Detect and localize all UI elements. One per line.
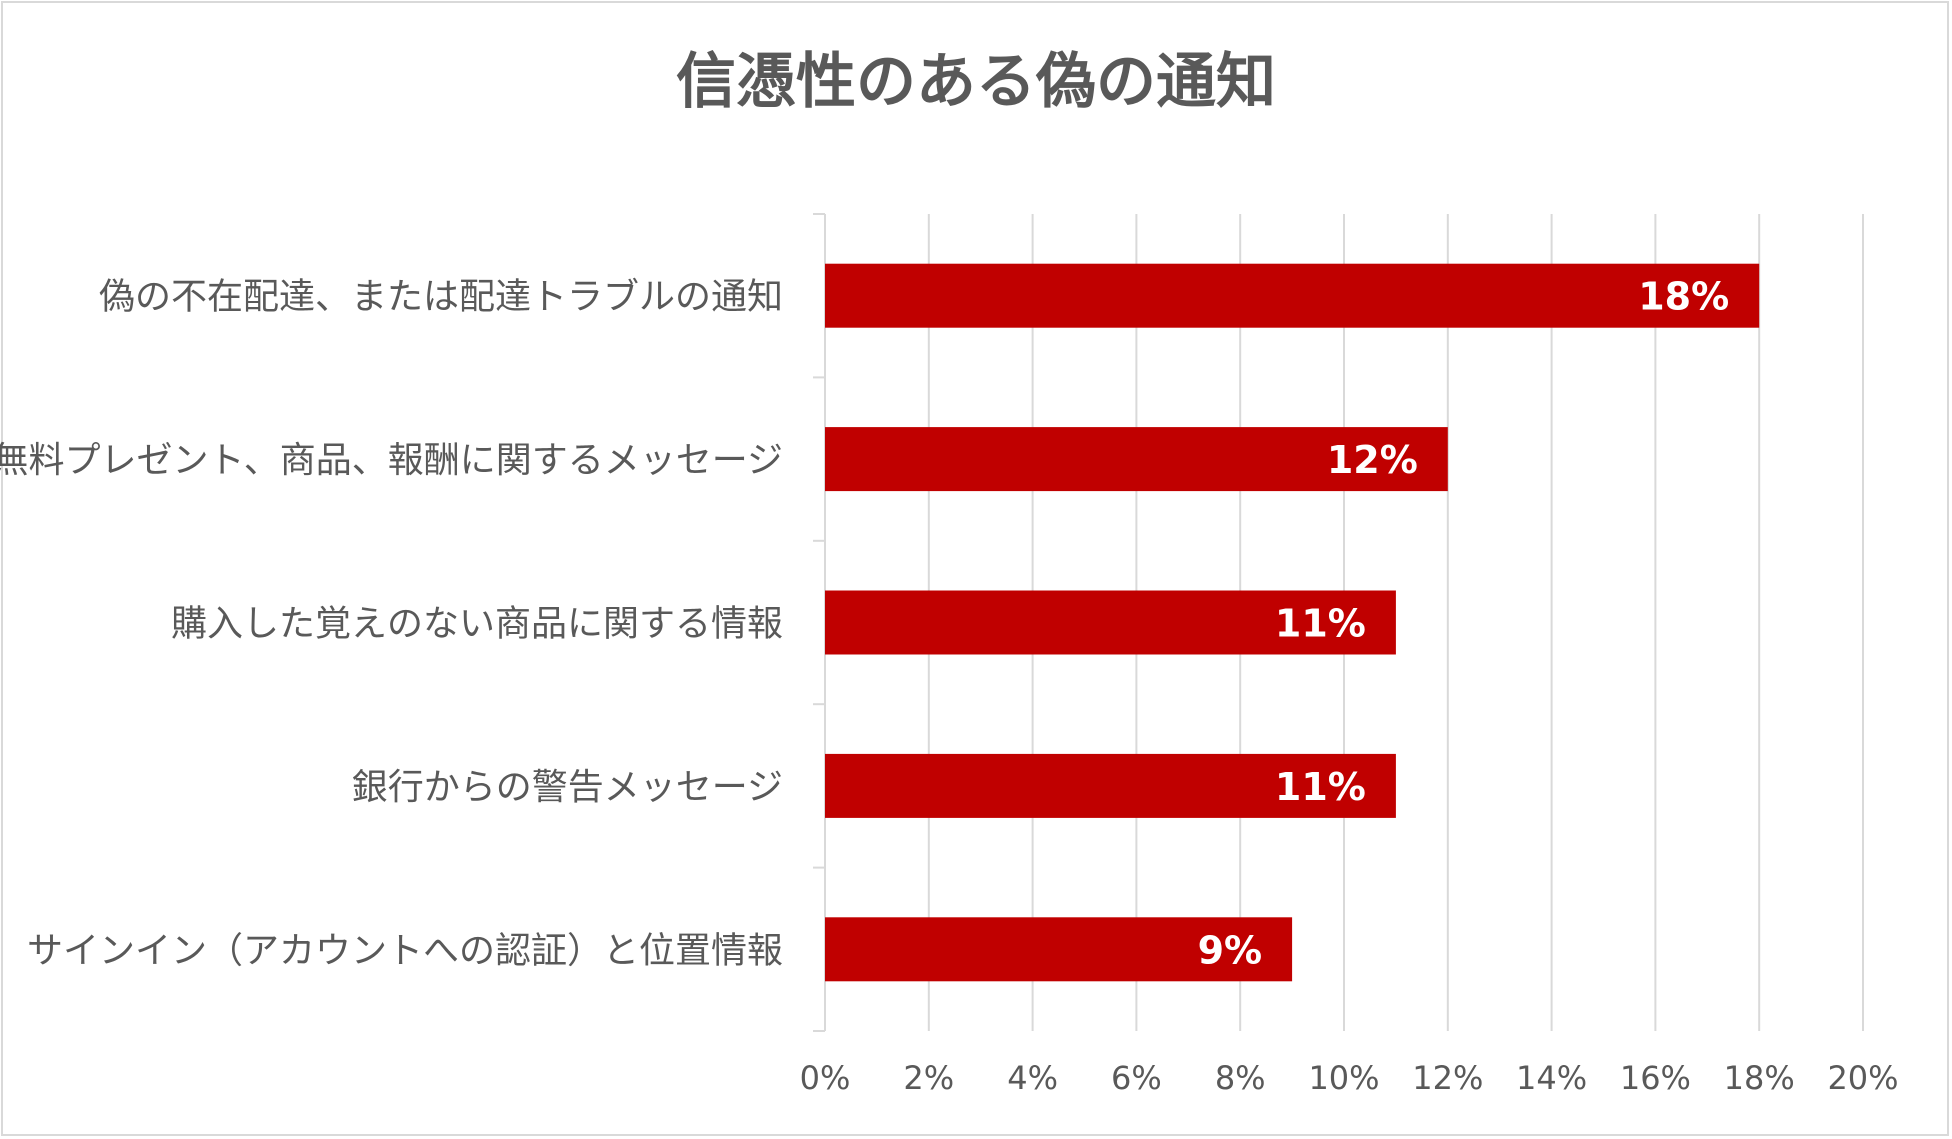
x-tick-label-6: 12% <box>1412 1059 1483 1097</box>
x-tick-label-10: 20% <box>1827 1059 1898 1097</box>
x-tick-label-3: 6% <box>1111 1059 1162 1097</box>
data-label-0: 18% <box>1638 275 1729 319</box>
bar-4 <box>825 917 1293 982</box>
x-tick-label-4: 8% <box>1215 1059 1266 1097</box>
x-tick-label-7: 14% <box>1516 1059 1587 1097</box>
x-tick-label-0: 0% <box>800 1059 851 1097</box>
bars <box>825 263 1760 982</box>
x-tick-label-8: 16% <box>1620 1059 1691 1097</box>
chart-title: 信憑性のある偽の通知 <box>676 47 1276 117</box>
data-label-4: 9% <box>1198 928 1263 972</box>
bar-2 <box>825 590 1396 655</box>
x-tick-label-2: 4% <box>1007 1059 1058 1097</box>
data-label-2: 11% <box>1275 602 1366 646</box>
category-label-1: 無料プレゼント、商品、報酬に関するメッセージ <box>0 440 783 481</box>
bar-0 <box>825 263 1760 328</box>
category-label-3: 銀行からの警告メッセージ <box>352 767 783 808</box>
bar-1 <box>825 427 1448 492</box>
data-labels: 18% 12% 11% 11% 9% <box>1198 275 1730 973</box>
category-axis <box>813 213 826 1032</box>
x-tick-label-5: 10% <box>1308 1059 1379 1097</box>
category-label-4: サインイン（アカウントへの認証）と位置情報 <box>27 930 783 971</box>
data-label-1: 12% <box>1327 438 1418 482</box>
category-labels: 偽の不在配達、または配達トラブルの通知無料プレゼント、商品、報酬に関するメッセー… <box>0 277 783 972</box>
x-tick-label-9: 18% <box>1724 1059 1795 1097</box>
data-label-3: 11% <box>1275 765 1366 809</box>
bar-3 <box>825 753 1396 818</box>
category-label-2: 購入した覚えのない商品に関する情報 <box>171 604 783 645</box>
category-label-0: 偽の不在配達、または配達トラブルの通知 <box>99 277 783 318</box>
x-tick-label-1: 2% <box>903 1059 954 1097</box>
x-axis-tick-labels: 0% 2% 4% 6% 8% 10% 12% 14% 16% 18% 20% <box>800 1059 1899 1097</box>
